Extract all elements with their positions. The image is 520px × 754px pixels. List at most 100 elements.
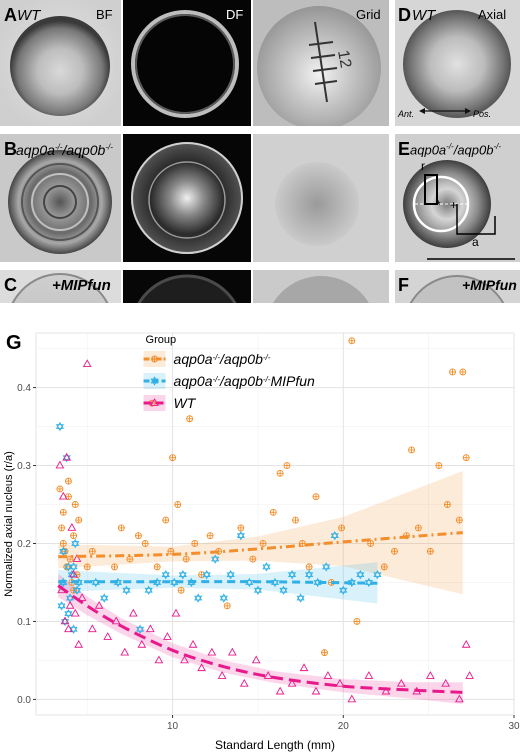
panel-a-genotype: WT bbox=[17, 7, 41, 24]
data-point bbox=[69, 569, 78, 578]
data-point bbox=[59, 508, 67, 516]
data-point bbox=[180, 655, 189, 664]
panel-b-genotype: aqp0a-/-/aqp0b-/- bbox=[16, 142, 113, 158]
y-tick-label: 0.4 bbox=[17, 383, 31, 394]
data-point bbox=[348, 337, 356, 345]
data-point bbox=[206, 532, 214, 540]
data-point bbox=[197, 663, 206, 672]
data-point bbox=[59, 546, 68, 556]
panel-b-df bbox=[123, 134, 251, 262]
data-point bbox=[69, 624, 78, 634]
lens-image-mutant-bf bbox=[0, 134, 121, 262]
measure-label-r: r bbox=[421, 159, 425, 173]
lens-image-wt-bf bbox=[0, 0, 121, 126]
data-point bbox=[150, 376, 159, 386]
data-point bbox=[347, 694, 357, 703]
data-point bbox=[353, 617, 361, 625]
panel-letter-g: G bbox=[6, 332, 22, 354]
data-point bbox=[60, 616, 70, 625]
data-point bbox=[82, 359, 92, 368]
data-point bbox=[299, 663, 309, 672]
panel-letter-c: C bbox=[4, 275, 17, 295]
svg-text:+: + bbox=[450, 198, 457, 212]
data-point bbox=[71, 538, 80, 549]
data-point bbox=[251, 655, 261, 664]
fit-line bbox=[58, 580, 378, 585]
panel-a-bf bbox=[0, 0, 121, 126]
data-point bbox=[62, 452, 72, 461]
data-point bbox=[64, 562, 73, 572]
data-point bbox=[70, 532, 78, 540]
data-point bbox=[71, 501, 79, 508]
y-tick-label: 0.2 bbox=[17, 539, 31, 550]
data-point bbox=[275, 686, 285, 695]
data-point bbox=[259, 540, 267, 547]
panel-d bbox=[395, 0, 520, 126]
data-point bbox=[177, 586, 185, 594]
x-tick-label: 20 bbox=[338, 721, 350, 732]
data-point bbox=[64, 624, 73, 633]
data-point bbox=[287, 678, 297, 687]
data-point bbox=[65, 600, 75, 609]
data-point bbox=[227, 647, 237, 656]
data-point bbox=[465, 671, 474, 679]
data-point bbox=[75, 516, 83, 524]
data-point bbox=[322, 562, 331, 572]
data-point bbox=[321, 649, 328, 657]
data-point bbox=[455, 694, 464, 703]
lens-image-rescue-bf bbox=[0, 270, 121, 308]
lens-image-rescue-grid bbox=[253, 270, 389, 308]
panel-letter-f: F bbox=[398, 275, 409, 295]
fit-line bbox=[57, 584, 463, 694]
panel-a-grid: 12 bbox=[253, 0, 389, 126]
data-point bbox=[58, 524, 66, 532]
data-point bbox=[161, 569, 170, 580]
panel-e-genotype: aqp0a-/-/aqp0b-/- bbox=[410, 142, 502, 158]
data-point bbox=[66, 555, 74, 563]
data-point bbox=[311, 686, 321, 695]
lens-image-rescue-df bbox=[123, 270, 251, 308]
data-point bbox=[223, 602, 231, 610]
y-tick-label: 0.3 bbox=[17, 461, 31, 472]
data-point bbox=[141, 540, 149, 547]
data-point bbox=[67, 569, 76, 580]
panel-letter-b: B bbox=[4, 139, 17, 159]
data-point bbox=[55, 460, 65, 469]
legend-label: aqp0a-/-/aqp0b-/- bbox=[174, 351, 271, 367]
data-point bbox=[381, 686, 391, 695]
panel-letter-a: A bbox=[4, 5, 17, 25]
data-point bbox=[202, 569, 211, 580]
confidence-band bbox=[58, 471, 463, 595]
data-point bbox=[154, 655, 164, 664]
data-point bbox=[171, 608, 181, 617]
data-point bbox=[426, 547, 434, 555]
data-point bbox=[77, 593, 87, 601]
plot-area bbox=[35, 332, 515, 716]
data-point bbox=[162, 516, 170, 524]
data-point bbox=[111, 616, 121, 625]
data-point bbox=[128, 608, 138, 617]
panel-g-chart: G 10 20 30 0.0 0.1 0.2 0.3 0.4 Standard Length (… bbox=[0, 303, 520, 754]
legend-title: Group bbox=[146, 334, 177, 346]
data-point bbox=[83, 563, 91, 571]
data-point bbox=[335, 678, 345, 687]
data-point bbox=[57, 601, 66, 611]
data-point bbox=[122, 585, 131, 595]
data-point bbox=[64, 477, 72, 485]
column-label-grid: Grid bbox=[356, 7, 381, 22]
panel-c-df bbox=[123, 270, 251, 308]
data-point bbox=[72, 585, 82, 595]
panel-letter-d: D bbox=[398, 5, 411, 25]
data-point bbox=[292, 516, 299, 524]
data-point bbox=[262, 562, 271, 572]
x-tick-label: 30 bbox=[508, 721, 520, 732]
data-point bbox=[120, 647, 130, 656]
data-point bbox=[279, 585, 288, 595]
data-point bbox=[305, 569, 314, 580]
data-point bbox=[425, 671, 435, 679]
data-point bbox=[66, 593, 75, 603]
panel-e: * + bbox=[395, 134, 520, 262]
data-point bbox=[87, 624, 97, 633]
lens-image-mutant-grid bbox=[253, 134, 389, 262]
data-point bbox=[435, 462, 443, 469]
